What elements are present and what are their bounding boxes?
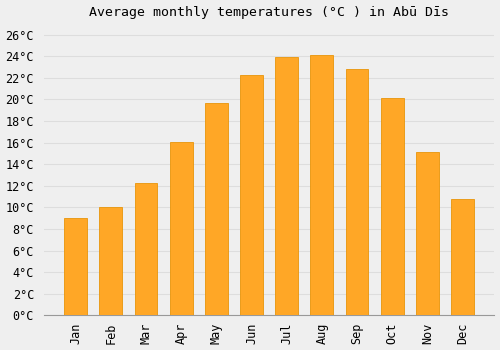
Bar: [346, 69, 368, 315]
Bar: [240, 75, 263, 315]
Bar: [64, 218, 87, 315]
Bar: [170, 142, 192, 315]
Bar: [310, 55, 334, 315]
Bar: [381, 98, 404, 315]
Bar: [100, 208, 122, 315]
Bar: [205, 103, 228, 315]
Title: Average monthly temperatures (°C ) in Abū Dīs: Average monthly temperatures (°C ) in Ab…: [89, 6, 449, 19]
Bar: [451, 199, 474, 315]
Bar: [134, 183, 158, 315]
Bar: [276, 57, 298, 315]
Bar: [416, 152, 439, 315]
